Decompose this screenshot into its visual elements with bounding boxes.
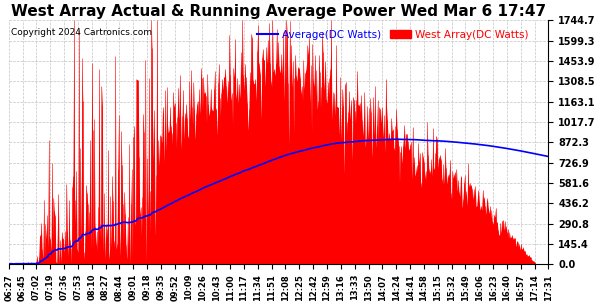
Title: West Array Actual & Running Average Power Wed Mar 6 17:47: West Array Actual & Running Average Powe…: [11, 4, 546, 19]
Text: Copyright 2024 Cartronics.com: Copyright 2024 Cartronics.com: [11, 28, 152, 37]
Legend: Average(DC Watts), West Array(DC Watts): Average(DC Watts), West Array(DC Watts): [253, 26, 532, 44]
